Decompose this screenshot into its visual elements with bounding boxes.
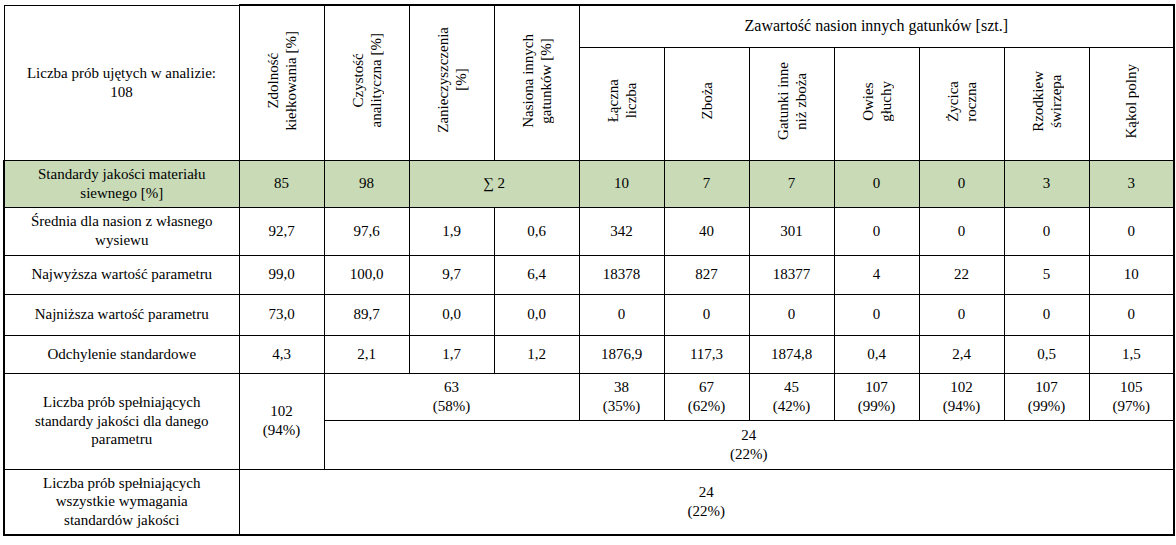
col-header-cereals: Zboża (664, 47, 749, 160)
value-cell: 0 (834, 160, 919, 207)
value-cell: 0 (919, 160, 1004, 207)
value-cell: 1,9 (409, 207, 494, 255)
value-cell: 827 (664, 255, 749, 294)
value-cell: 4 (834, 255, 919, 294)
value-cell: 18378 (579, 255, 664, 294)
value-cell: 97,6 (324, 207, 409, 255)
row-label-min: Najniższa wartość parametru (4, 294, 239, 335)
row-label-meeting-all: Liczba prób spełniających wszystkie wyma… (4, 469, 239, 535)
row-label-mean: Średnia dla nasion z własnego wysiewu (4, 207, 239, 255)
value-cell: 0 (1089, 294, 1174, 335)
value-cell: 85 (239, 160, 324, 207)
value-cell: 9,7 (409, 255, 494, 294)
row-label-stddev: Odchylenie standardowe (4, 335, 239, 373)
value-cell: 107 (99%) (1004, 373, 1089, 420)
value-cell: 301 (749, 207, 834, 255)
group-header-other-species: Zawartość nasion innych gatunków [szt.] (579, 5, 1174, 47)
page: Liczba prób ujętych w analizie: 108 Zdol… (0, 0, 1176, 545)
value-cell: 0 (1089, 207, 1174, 255)
row-label-standards: Standardy jakości materiału siewnego [%] (4, 160, 239, 207)
col-header-purity-label: Czystość analityczna [%] (349, 33, 385, 128)
col-header-wild-oat: Owies głuchy (834, 47, 919, 160)
col-header-wild-oat-label: Owies głuchy (859, 81, 895, 122)
col-header-noncereal-species-label: Gatunki inne niż zboża (774, 62, 810, 140)
value-cell: 1876,9 (579, 335, 664, 373)
col-header-impurities-label: Zanieczyszczenia [%] (434, 27, 470, 133)
value-cell: 2,4 (919, 335, 1004, 373)
value-cell: 2,1 (324, 335, 409, 373)
col-header-total-count-label: Łączna liczba (604, 79, 640, 122)
value-cell: 4,3 (239, 335, 324, 373)
value-cell: 7 (664, 160, 749, 207)
col-header-total-count: Łączna liczba (579, 47, 664, 160)
value-cell: 342 (579, 207, 664, 255)
value-cell: 0 (749, 294, 834, 335)
value-cell-meeting-all: 24 (22%) (239, 469, 1174, 535)
value-cell: 98 (324, 160, 409, 207)
col-header-other-seeds-pct: Nasiona innych gatunków [%] (494, 5, 579, 160)
value-cell: 38 (35%) (579, 373, 664, 420)
value-cell: 100,0 (324, 255, 409, 294)
col-header-corncockle: Kąkol polny (1089, 47, 1174, 160)
col-header-purity: Czystość analityczna [%] (324, 5, 409, 160)
col-header-wild-radish: Rzodkiew świrzepa (1004, 47, 1089, 160)
col-header-annual-ryegrass-label: Życica roczna (944, 81, 980, 122)
row-label-max: Najwyższa wartość parametru (4, 255, 239, 294)
value-cell: 1874,8 (749, 335, 834, 373)
value-cell: 0 (1004, 207, 1089, 255)
value-cell: 1,7 (409, 335, 494, 373)
value-cell-purity-group-meeting: 63 (58%) (324, 373, 579, 420)
value-cell: 18377 (749, 255, 834, 294)
value-cell: 10 (579, 160, 664, 207)
value-cell-meeting-param-combined: 24 (22%) (324, 420, 1174, 469)
value-cell: 0 (1004, 294, 1089, 335)
value-cell: 0 (919, 294, 1004, 335)
value-cell: 73,0 (239, 294, 324, 335)
value-cell: 0,5 (1004, 335, 1089, 373)
value-cell: 22 (919, 255, 1004, 294)
corner-cell-sample-count: Liczba prób ujętych w analizie: 108 (4, 5, 239, 160)
value-cell: 67 (62%) (664, 373, 749, 420)
value-cell: 6,4 (494, 255, 579, 294)
value-cell: 0 (834, 294, 919, 335)
value-cell: 105 (97%) (1089, 373, 1174, 420)
value-cell: 0,4 (834, 335, 919, 373)
value-cell: 1,2 (494, 335, 579, 373)
value-cell-germination-meeting: 102 (94%) (239, 373, 324, 469)
value-cell: 10 (1089, 255, 1174, 294)
value-cell: 102 (94%) (919, 373, 1004, 420)
col-header-impurities: Zanieczyszczenia [%] (409, 5, 494, 160)
col-header-cereals-label: Zboża (698, 82, 716, 119)
value-cell: 0 (919, 207, 1004, 255)
value-cell: 3 (1089, 160, 1174, 207)
value-cell: 5 (1004, 255, 1089, 294)
value-cell: 0 (834, 207, 919, 255)
value-cell: 99,0 (239, 255, 324, 294)
value-cell: 0,0 (494, 294, 579, 335)
value-cell: 92,7 (239, 207, 324, 255)
col-header-noncereal-species: Gatunki inne niż zboża (749, 47, 834, 160)
col-header-wild-radish-label: Rzodkiew świrzepa (1029, 71, 1065, 132)
value-cell: 117,3 (664, 335, 749, 373)
value-cell: 0,0 (409, 294, 494, 335)
value-cell: 107 (99%) (834, 373, 919, 420)
value-cell: 0,6 (494, 207, 579, 255)
col-header-germination: Zdolność kiełkowania [%] (239, 5, 324, 160)
value-cell: 45 (42%) (749, 373, 834, 420)
seed-quality-table: Liczba prób ujętych w analizie: 108 Zdol… (3, 4, 1175, 536)
col-header-corncockle-label: Kąkol polny (1122, 64, 1140, 139)
value-cell: 0 (579, 294, 664, 335)
row-label-meeting-param: Liczba prób spełniających standardy jako… (4, 373, 239, 469)
col-header-other-seeds-pct-label: Nasiona innych gatunków [%] (519, 34, 555, 128)
value-cell: 40 (664, 207, 749, 255)
value-cell: 89,7 (324, 294, 409, 335)
value-cell: 0 (664, 294, 749, 335)
value-cell-sigma: ∑ 2 (409, 160, 579, 207)
col-header-germination-label: Zdolność kiełkowania [%] (264, 31, 300, 131)
value-cell: 7 (749, 160, 834, 207)
col-header-annual-ryegrass: Życica roczna (919, 47, 1004, 160)
value-cell: 3 (1004, 160, 1089, 207)
value-cell: 1,5 (1089, 335, 1174, 373)
